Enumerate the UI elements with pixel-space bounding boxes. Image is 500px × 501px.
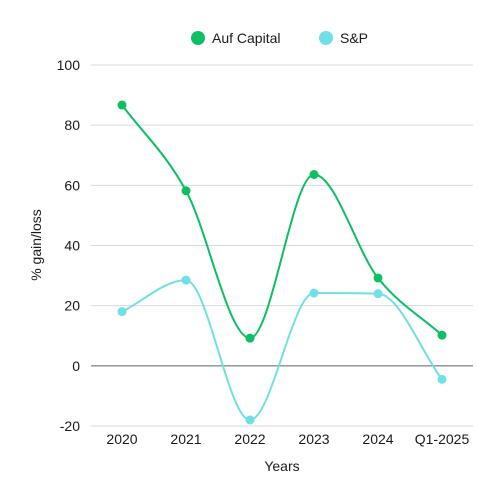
- y-axis-title: % gain/loss: [28, 209, 44, 281]
- series-line-s-p: [121, 279, 443, 421]
- data-point-s-p: [117, 307, 127, 317]
- x-axis-ticks: 2020 2021 2022 2023 2024 Q1-2025: [106, 431, 469, 447]
- legend-item-sp: S&P: [319, 30, 368, 46]
- x-axis-title: Years: [264, 458, 299, 474]
- data-point-s-p: [437, 374, 447, 384]
- legend-marker-auf-capital: [191, 31, 205, 45]
- data-point-auf-capital: [117, 100, 127, 110]
- x-tick-label: 2024: [362, 431, 393, 447]
- data-point-s-p: [245, 415, 255, 425]
- data-point-s-p: [309, 288, 319, 298]
- series-points: [117, 100, 447, 425]
- x-tick-label: 2023: [298, 431, 329, 447]
- data-point-auf-capital: [437, 330, 447, 340]
- gridlines: [91, 64, 473, 427]
- y-tick-label: 40: [64, 238, 80, 254]
- y-axis-ticks: -20 0 20 40 60 80 100: [57, 57, 81, 434]
- legend-item-auf-capital: Auf Capital: [191, 30, 280, 46]
- x-tick-label: 2022: [234, 431, 265, 447]
- data-point-s-p: [181, 275, 191, 285]
- data-point-auf-capital: [309, 170, 319, 180]
- legend: Auf Capital S&P: [191, 30, 368, 46]
- data-point-auf-capital: [373, 273, 383, 283]
- series-lines: [121, 104, 443, 421]
- legend-label-sp: S&P: [340, 30, 368, 46]
- y-tick-label: 80: [64, 117, 80, 133]
- y-tick-label: 60: [64, 177, 80, 193]
- y-tick-label: 20: [64, 298, 80, 314]
- y-tick-label: -20: [60, 418, 80, 434]
- y-tick-label: 100: [57, 57, 81, 73]
- x-tick-label: 2021: [170, 431, 201, 447]
- data-point-auf-capital: [181, 186, 191, 196]
- data-point-s-p: [373, 289, 383, 299]
- y-tick-label: 0: [72, 358, 80, 374]
- data-point-auf-capital: [245, 333, 255, 343]
- legend-label-auf-capital: Auf Capital: [212, 30, 280, 46]
- x-tick-label: 2020: [106, 431, 137, 447]
- legend-marker-sp: [319, 31, 333, 45]
- x-tick-label: Q1-2025: [415, 431, 470, 447]
